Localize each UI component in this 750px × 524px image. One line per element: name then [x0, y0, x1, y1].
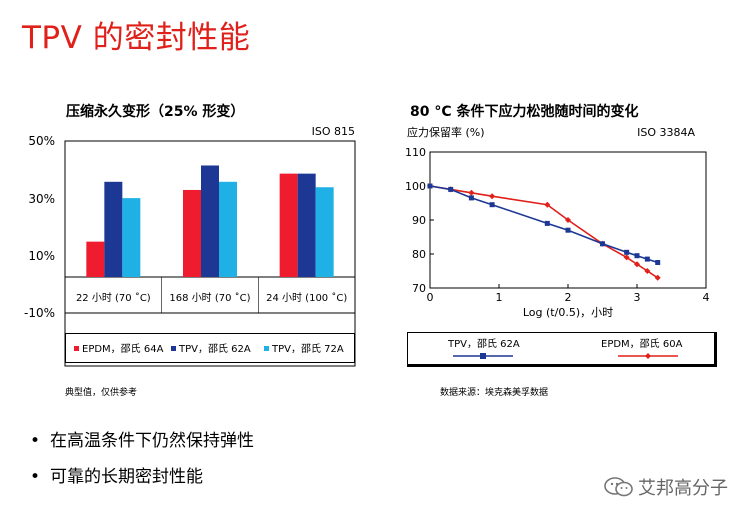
x-tick-label: 0	[427, 291, 434, 304]
legend-swatch	[264, 346, 269, 351]
x-tick-label: 2	[565, 291, 572, 304]
y-tick-label: 10%	[28, 249, 55, 263]
data-point	[644, 256, 650, 262]
y-tick-label: 50%	[28, 134, 55, 148]
compression-set-bar-chart: ISO 815 50% 30% 10% -10% 22 小时 (70 ˚C) 168 小…	[24, 125, 356, 367]
bar	[104, 181, 123, 277]
typical-value-note: 典型值，仅供参考	[65, 388, 138, 398]
data-point	[655, 260, 661, 265]
x-tick-label: 1	[496, 291, 503, 304]
y-tick-label: -10%	[24, 306, 55, 320]
data-point	[644, 268, 651, 274]
bullet-item: • 在高温条件下仍然保持弹性	[30, 431, 254, 451]
line-legend: TPV，邵氏 62A EPDM，邵氏 60A	[407, 332, 717, 367]
data-point	[654, 274, 661, 281]
data-point	[565, 227, 571, 233]
iso-3384a-label: ISO 3384A	[637, 126, 695, 139]
legend-swatch	[171, 346, 176, 351]
x-tick-label: 3	[634, 291, 641, 304]
category-label: 168 小时 (70 ˚C)	[169, 292, 250, 304]
data-point	[600, 241, 605, 247]
legend-label: TPV，邵氏 72A	[271, 343, 344, 355]
legend-marker	[645, 353, 651, 359]
left-chart-title: 压缩永久变形（25% 形变）	[66, 104, 245, 120]
legend-label: EPDM，邵氏 60A	[601, 338, 683, 350]
data-point	[468, 189, 475, 196]
stress-relaxation-line-chart: 应力保留率 (%) ISO 3384A 70 80 90 100 110 0 1 2 3 4 Lo…	[405, 125, 710, 319]
category-label: 22 小时 (70 ˚C)	[76, 292, 151, 304]
data-point	[565, 217, 571, 223]
y-tick-label: 110	[405, 146, 426, 159]
y-axis-label: 应力保留率 (%)	[407, 125, 485, 139]
y-tick-label: 30%	[28, 192, 55, 206]
y-tick-label: 100	[405, 180, 426, 193]
bar-legend: EPDM，邵氏 64A TPV，邵氏 62A TPV，邵氏 72A	[65, 333, 355, 363]
legend-label: EPDM，邵氏 64A	[82, 343, 164, 355]
y-tick-label: 80	[412, 248, 426, 261]
data-point	[448, 186, 454, 192]
watermark: 艾邦高分子	[604, 474, 728, 503]
data-point	[623, 254, 630, 261]
bar	[297, 173, 316, 277]
data-point	[489, 193, 496, 200]
legend-swatch	[74, 346, 79, 351]
bar	[315, 187, 334, 277]
x-tick-label: 4	[703, 291, 710, 304]
y-tick-label: 90	[412, 214, 426, 227]
bullet-list: • 在高温条件下仍然保持弹性 • 可靠的长期密封性能	[30, 430, 254, 502]
slide-title: TPV 的密封性能	[22, 20, 251, 56]
wechat-icon	[604, 476, 634, 503]
y-tick-label: 70	[412, 282, 426, 295]
legend-label: TPV，邵氏 62A	[178, 343, 251, 355]
bar	[279, 173, 298, 277]
data-point	[489, 202, 495, 208]
data-point	[427, 183, 433, 189]
right-chart-title: 80 °C 条件下应力松弛随时间的变化	[410, 104, 639, 120]
data-source-note: 数据来源：埃克森美孚数据	[440, 388, 549, 398]
data-point	[624, 249, 630, 255]
bar	[86, 241, 105, 277]
bar	[219, 181, 237, 277]
x-axis-label: Log (t/0.5)，小时	[523, 306, 613, 319]
data-point	[468, 195, 474, 201]
data-point	[544, 220, 550, 226]
category-label: 24 小时 (100 ˚C)	[266, 292, 347, 304]
bar	[201, 165, 219, 277]
bar	[183, 189, 201, 277]
series-line	[429, 185, 658, 264]
data-point	[634, 261, 640, 268]
data-point	[544, 201, 551, 208]
legend-marker	[480, 353, 486, 359]
bar-plot-frame	[64, 140, 356, 367]
bar	[122, 198, 141, 277]
bullet-item: • 可靠的长期密封性能	[30, 467, 203, 487]
data-point	[634, 253, 640, 259]
series-line	[429, 185, 659, 279]
iso-815-label: ISO 815	[312, 125, 355, 138]
legend-label: TPV，邵氏 62A	[447, 338, 520, 350]
